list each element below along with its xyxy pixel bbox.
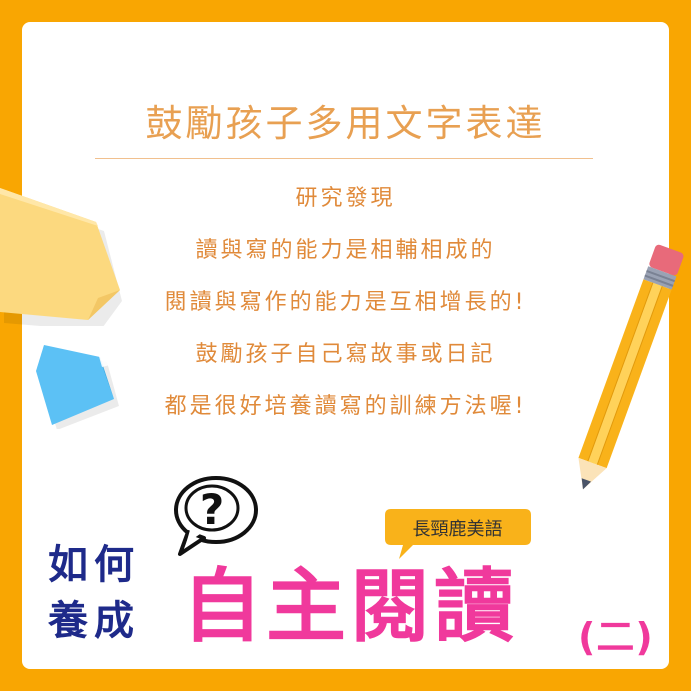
body-line-1: 研究發現 [295, 186, 396, 211]
page-title: 鼓勵孩子多用文字表達 [145, 102, 546, 145]
main-title: 自主閱讀 [182, 560, 518, 653]
part-number: (二) [578, 615, 654, 659]
how-text-line1: 如何 [48, 542, 140, 588]
brand-badge: 長頸鹿美語 [385, 505, 535, 561]
content-card [22, 22, 669, 669]
sticky-note-blue-icon [36, 345, 119, 429]
body-line-3: 閱讀與寫作的能力是互相增長的! [164, 290, 527, 315]
how-text-line2: 養成 [48, 598, 140, 644]
title-divider [95, 158, 593, 159]
pencil-icon [578, 244, 684, 490]
body-text: 研究發現 讀與寫的能力是相輔相成的 閱讀與寫作的能力是互相增長的! 鼓勵孩子自己… [0, 181, 691, 441]
body-line-4: 鼓勵孩子自己寫故事或日記 [195, 342, 496, 367]
question-mark: ? [200, 485, 224, 534]
body-line-5: 都是很好培養讀寫的訓練方法喔! [164, 394, 527, 419]
question-speech-bubble-icon: ? [174, 476, 258, 556]
brand-badge-shape [385, 509, 531, 559]
sticky-note-yellow-icon [0, 188, 122, 326]
body-line-2: 讀與寫的能力是相輔相成的 [195, 238, 496, 263]
brand-name: 長頸鹿美語 [412, 519, 503, 540]
